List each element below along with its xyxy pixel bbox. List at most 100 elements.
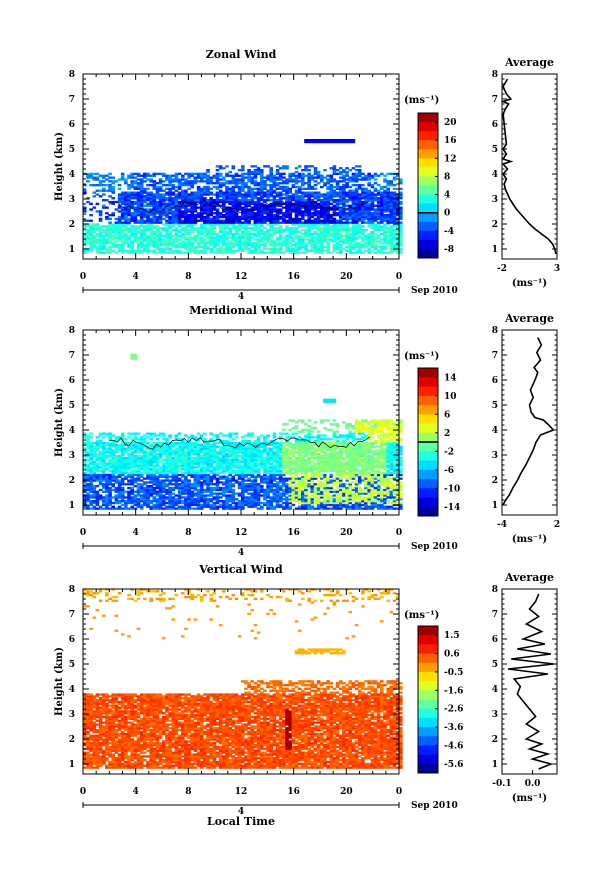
heatmap-cell [386, 187, 390, 190]
heatmap-cell [136, 238, 141, 241]
heatmap-cell [320, 200, 324, 204]
heatmap-cell [102, 477, 106, 480]
heatmap-cell [171, 184, 176, 187]
heatmap-cell [187, 236, 191, 239]
heatmap-cell [304, 225, 308, 228]
heatmap-cell [206, 236, 210, 239]
heatmap-cell [215, 488, 220, 492]
heatmap-cell [165, 451, 169, 454]
heatmap-cell [316, 191, 321, 194]
heatmap-cell [263, 215, 267, 219]
heatmap-cell [203, 440, 207, 443]
heatmap-cell [177, 466, 182, 469]
heatmap-cell [168, 251, 172, 254]
heatmap-cell [83, 432, 87, 435]
heatmap-cell [209, 182, 213, 185]
heatmap-cell [256, 206, 261, 209]
heatmap-cell [326, 249, 330, 252]
heatmap-cell [184, 191, 188, 194]
heatmap-cell [342, 187, 346, 190]
heatmap-cell [304, 140, 308, 144]
heatmap-cell [111, 456, 115, 460]
heatmap-cell [177, 245, 182, 249]
heatmap-cell [89, 507, 93, 510]
heatmap-cell [215, 191, 220, 194]
heatmap-cell [190, 227, 194, 230]
heatmap-cell [124, 466, 128, 469]
heatmap-cell [130, 475, 134, 478]
heatmap-cell [263, 206, 267, 209]
heatmap-cell [228, 232, 232, 236]
heatmap-cell [143, 503, 147, 507]
heatmap-cell [120, 217, 125, 221]
heatmap-cell [215, 498, 220, 501]
heatmap-cell [98, 458, 103, 462]
heatmap-cell [332, 210, 337, 213]
heatmap-cell [158, 492, 163, 495]
heatmap-cell [244, 210, 248, 213]
heatmap-cell [174, 500, 179, 503]
heatmap-cell [313, 219, 318, 222]
heatmap-cell [370, 217, 375, 221]
heatmap-cell [361, 232, 365, 236]
heatmap-cell [184, 229, 188, 232]
heatmap-cell [275, 176, 280, 179]
heatmap-cell [127, 471, 131, 475]
heatmap-cell [367, 247, 371, 251]
heatmap-cell [190, 492, 194, 495]
heatmap-cell [323, 202, 327, 205]
heatmap-cell [301, 215, 305, 219]
heatmap-cell [370, 195, 375, 198]
heatmap-cell [260, 214, 264, 217]
heatmap-cell [171, 215, 176, 219]
heatmap-cell [127, 458, 131, 462]
heatmap-cell [187, 176, 191, 179]
heatmap-cell [165, 485, 169, 488]
heatmap-cell [329, 202, 334, 205]
heatmap-cell [111, 434, 115, 437]
heatmap-cell [367, 221, 371, 224]
heatmap-cell [83, 249, 87, 252]
heatmap-cell [83, 466, 87, 469]
heatmap-cell [297, 185, 302, 189]
heatmap-cell [244, 236, 248, 239]
heatmap-cell [313, 172, 318, 175]
heatmap-cell [139, 466, 144, 469]
heatmap-cell [174, 443, 179, 446]
heatmap-cell [206, 206, 210, 209]
heatmap-cell [260, 212, 264, 215]
y-tick-label: 2 [69, 220, 75, 230]
heatmap-cell [215, 199, 220, 202]
heatmap-cell [117, 215, 122, 219]
heatmap-cell [124, 503, 128, 507]
heatmap-cell [181, 229, 185, 232]
heatmap-cell [376, 225, 381, 228]
heatmap-cell [196, 200, 201, 204]
heatmap-cell [222, 219, 226, 222]
heatmap-cell [307, 206, 311, 209]
heatmap-cell [260, 204, 264, 207]
heatmap-cell [199, 236, 204, 239]
heatmap-cell [162, 200, 166, 204]
heatmap-cell [297, 174, 302, 177]
heatmap-cell [269, 167, 273, 170]
heatmap-cell [111, 479, 115, 482]
heatmap-cell [190, 191, 194, 194]
heatmap-cell [282, 176, 286, 179]
heatmap-cell [184, 238, 188, 241]
heatmap-cell [187, 498, 191, 501]
heatmap-cell [162, 193, 166, 196]
heatmap-cell [301, 232, 305, 236]
heatmap-cell [370, 208, 375, 211]
heatmap-cell [389, 212, 394, 215]
heatmap-cell [105, 479, 109, 482]
heatmap-cell [149, 507, 153, 510]
heatmap-cell [256, 223, 261, 226]
heatmap-cell [190, 197, 194, 200]
heatmap-cell [215, 238, 220, 241]
heatmap-cell [162, 195, 166, 198]
heatmap-cell [269, 251, 273, 254]
heatmap-cell [313, 167, 318, 170]
heatmap-cell [253, 229, 258, 232]
heatmap-cell [174, 456, 179, 460]
